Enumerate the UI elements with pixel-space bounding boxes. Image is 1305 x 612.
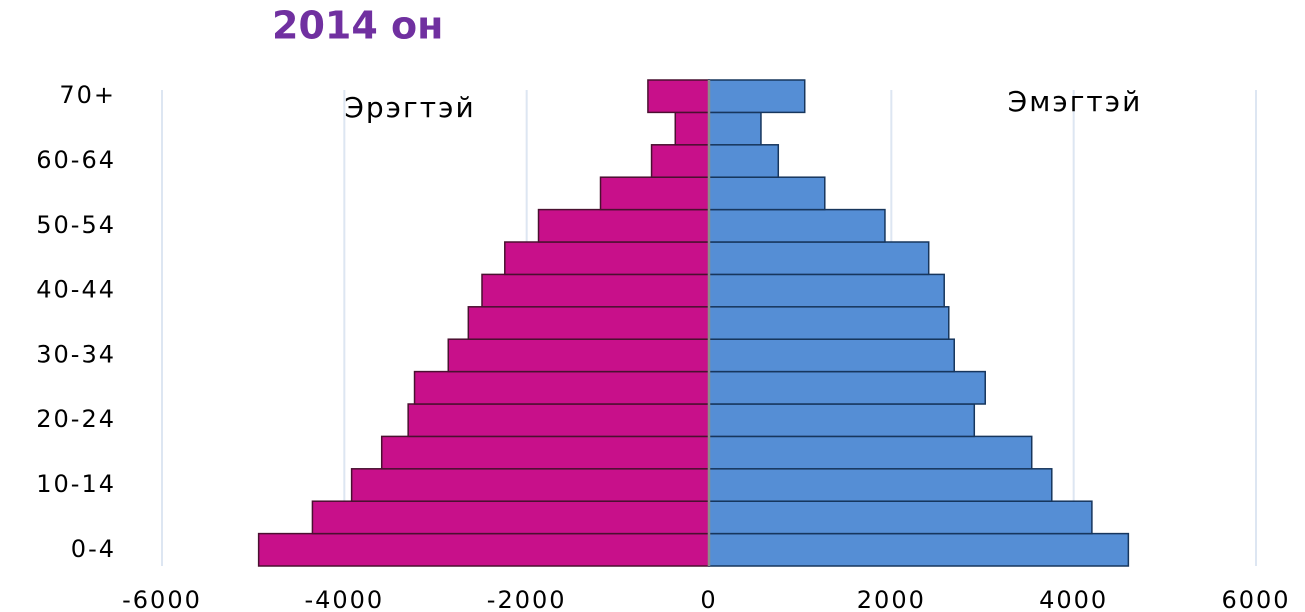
y-tick-label: 60-64: [36, 146, 116, 174]
y-tick-label: 50-54: [36, 211, 116, 239]
series-label: Эмэгтэй: [1008, 85, 1143, 118]
bar: [708, 435, 1033, 470]
bar: [708, 306, 950, 340]
bar: [380, 435, 710, 470]
bar: [504, 241, 710, 276]
y-tick-label: 10-14: [36, 470, 116, 498]
x-tick-label: 2000: [857, 586, 926, 612]
bar: [467, 306, 710, 340]
chart-title: 2014 он: [272, 4, 443, 48]
bar: [413, 370, 710, 405]
y-tick-label: 40-44: [36, 276, 116, 304]
bar: [708, 532, 1130, 567]
bar: [708, 144, 780, 178]
y-tick-label: 0-4: [71, 535, 116, 563]
series-label: Эрэгтэй: [344, 91, 475, 124]
bar: [481, 273, 710, 308]
bar: [708, 176, 826, 211]
bar: [599, 176, 710, 211]
bar: [708, 370, 986, 405]
bar: [708, 111, 762, 146]
bar: [708, 79, 806, 114]
bar: [708, 273, 945, 308]
x-tick-label: -4000: [304, 586, 384, 612]
bar: [708, 500, 1093, 535]
y-tick-label: 20-24: [36, 405, 116, 433]
bar: [647, 79, 710, 114]
x-tick-label: 4000: [1039, 586, 1108, 612]
x-tick-label: 0: [700, 586, 717, 612]
bar: [257, 532, 710, 567]
y-tick-label: 70+: [59, 81, 116, 109]
bar: [447, 338, 710, 373]
bar: [350, 468, 710, 502]
x-tick-label: -6000: [122, 586, 202, 612]
bar: [674, 111, 710, 146]
bar: [650, 144, 710, 178]
y-tick-label: 30-34: [36, 340, 116, 368]
bar: [407, 403, 710, 438]
bar: [708, 403, 976, 438]
bar: [311, 500, 710, 535]
bar: [708, 468, 1053, 502]
bar: [537, 208, 710, 243]
bar: [708, 208, 886, 243]
x-tick-label: -2000: [487, 586, 567, 612]
bar: [708, 241, 930, 276]
x-tick-label: 6000: [1221, 586, 1290, 612]
bar: [708, 338, 955, 373]
